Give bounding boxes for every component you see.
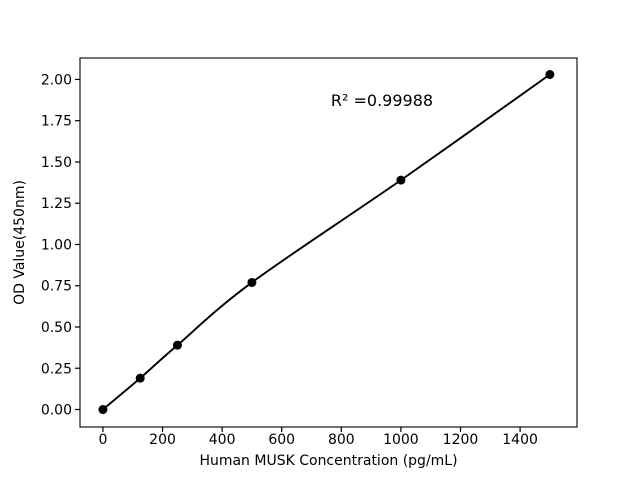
y-tick-label: 1.25 (41, 196, 72, 212)
x-tick-label: 400 (209, 432, 236, 448)
y-axis-label: OD Value(450nm) (12, 180, 28, 305)
fit-curve (102, 73, 551, 411)
y-tick-label: 0.50 (41, 320, 72, 336)
r-squared-annotation: R² =0.99988 (331, 91, 433, 110)
x-tick-label: 1400 (502, 432, 538, 448)
data-point (135, 373, 145, 383)
y-tick-label: 1.75 (41, 114, 72, 130)
data-point (98, 405, 108, 415)
data-point (172, 340, 182, 350)
x-tick-label: 1000 (383, 432, 419, 448)
data-point (247, 277, 257, 287)
x-tick-label: 600 (268, 432, 295, 448)
data-point (545, 70, 555, 79)
y-tick-label: 1.00 (41, 237, 72, 253)
y-tick-label: 0.00 (41, 403, 72, 419)
y-tick-label: 0.75 (41, 279, 72, 295)
x-axis-label: Human MUSK Concentration (pg/mL) (199, 453, 457, 469)
y-tick-label: 2.00 (41, 72, 72, 88)
x-tick-label: 0 (98, 432, 107, 448)
y-tick-label: 0.25 (41, 361, 72, 377)
data-point (396, 175, 406, 185)
y-tick-label: 1.50 (41, 155, 72, 171)
x-tick-label: 800 (328, 432, 355, 448)
x-tick-label: 200 (149, 432, 176, 448)
x-tick-label: 1200 (443, 432, 479, 448)
plot-border (79, 57, 578, 428)
